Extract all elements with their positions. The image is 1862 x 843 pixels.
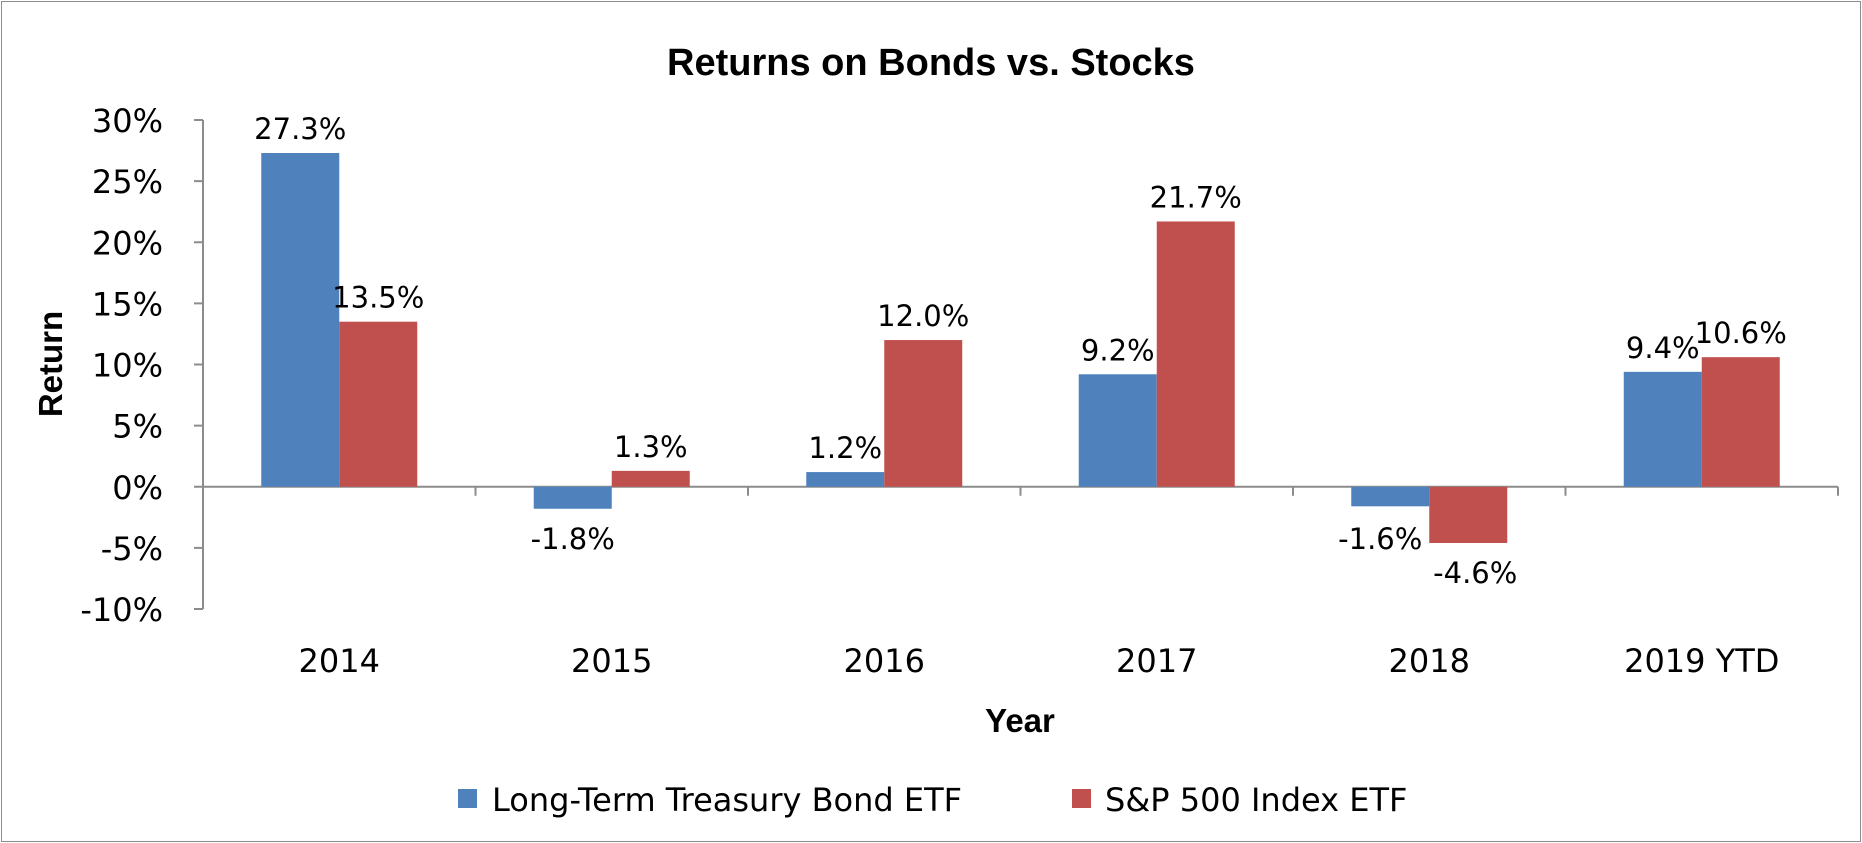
- y-tick-label: 0%: [112, 469, 163, 507]
- bar-series-0: [1623, 371, 1702, 487]
- chart-title: Returns on Bonds vs. Stocks: [667, 42, 1195, 84]
- bar-series-1: [339, 321, 418, 487]
- data-label-series-1: -4.6%: [1433, 556, 1517, 590]
- data-label-series-0: 27.3%: [254, 112, 346, 146]
- bar-series-0: [1078, 374, 1157, 487]
- data-label-series-1: 13.5%: [332, 281, 424, 315]
- bar-series-1: [1156, 221, 1235, 487]
- bars-group: [261, 153, 1780, 543]
- legend: Long-Term Treasury Bond ETF S&P 500 Inde…: [458, 781, 1407, 819]
- data-label-series-1: 21.7%: [1150, 180, 1242, 214]
- x-tick-label: 2015: [571, 642, 652, 680]
- y-tick-label: 25%: [92, 163, 163, 201]
- legend-swatch-bond-etf: [458, 789, 477, 808]
- data-label-series-1: 10.6%: [1695, 316, 1787, 350]
- x-axis: 2014 2015 2016 2017 2018 2019 YTD: [202, 485, 1839, 680]
- data-label-series-0: 9.2%: [1081, 333, 1155, 367]
- bar-series-1: [611, 470, 690, 487]
- y-tick-label: -10%: [80, 591, 163, 629]
- data-label-series-0: 1.2%: [808, 431, 882, 465]
- x-tick-label: 2017: [1116, 642, 1197, 680]
- y-tick-label: 15%: [92, 285, 163, 323]
- x-tick-label: 2016: [844, 642, 925, 680]
- y-tick-label: 20%: [92, 224, 163, 262]
- data-label-series-0: -1.8%: [531, 522, 615, 556]
- legend-swatch-sp500-etf: [1072, 789, 1091, 808]
- data-label-series-0: -1.6%: [1338, 522, 1422, 556]
- y-axis: 30% 25% 20% 15% 10% 5% 0% -5% -10%: [80, 102, 204, 629]
- y-tick-label: -5%: [101, 530, 163, 568]
- bar-series-0: [806, 472, 885, 487]
- bar-series-0: [1351, 486, 1430, 507]
- y-axis-title: Return: [32, 311, 69, 417]
- data-label-series-0: 9.4%: [1626, 331, 1700, 365]
- x-tick-label: 2014: [299, 642, 380, 680]
- data-labels-group: 27.3% -1.8% 1.2% 9.2% -1.6% 9.4% 13.5% 1.3% 12.0…: [254, 112, 1787, 590]
- bar-series-1: [884, 340, 963, 487]
- bar-series-1: [1429, 486, 1508, 543]
- data-label-series-1: 1.3%: [614, 430, 688, 464]
- bar-series-1: [1701, 357, 1780, 487]
- y-tick-label: 30%: [92, 102, 163, 140]
- data-label-series-1: 12.0%: [877, 299, 969, 333]
- y-tick-label: 5%: [112, 408, 163, 446]
- x-tick-label: 2019 YTD: [1624, 642, 1779, 680]
- legend-label-bond-etf: Long-Term Treasury Bond ETF: [492, 781, 962, 819]
- x-tick-label: 2018: [1389, 642, 1470, 680]
- bar-series-0: [533, 486, 612, 509]
- y-tick-label: 10%: [92, 347, 163, 385]
- bar-series-0: [261, 153, 340, 487]
- x-axis-title: Year: [985, 702, 1055, 739]
- legend-label-sp500-etf: S&P 500 Index ETF: [1105, 781, 1407, 819]
